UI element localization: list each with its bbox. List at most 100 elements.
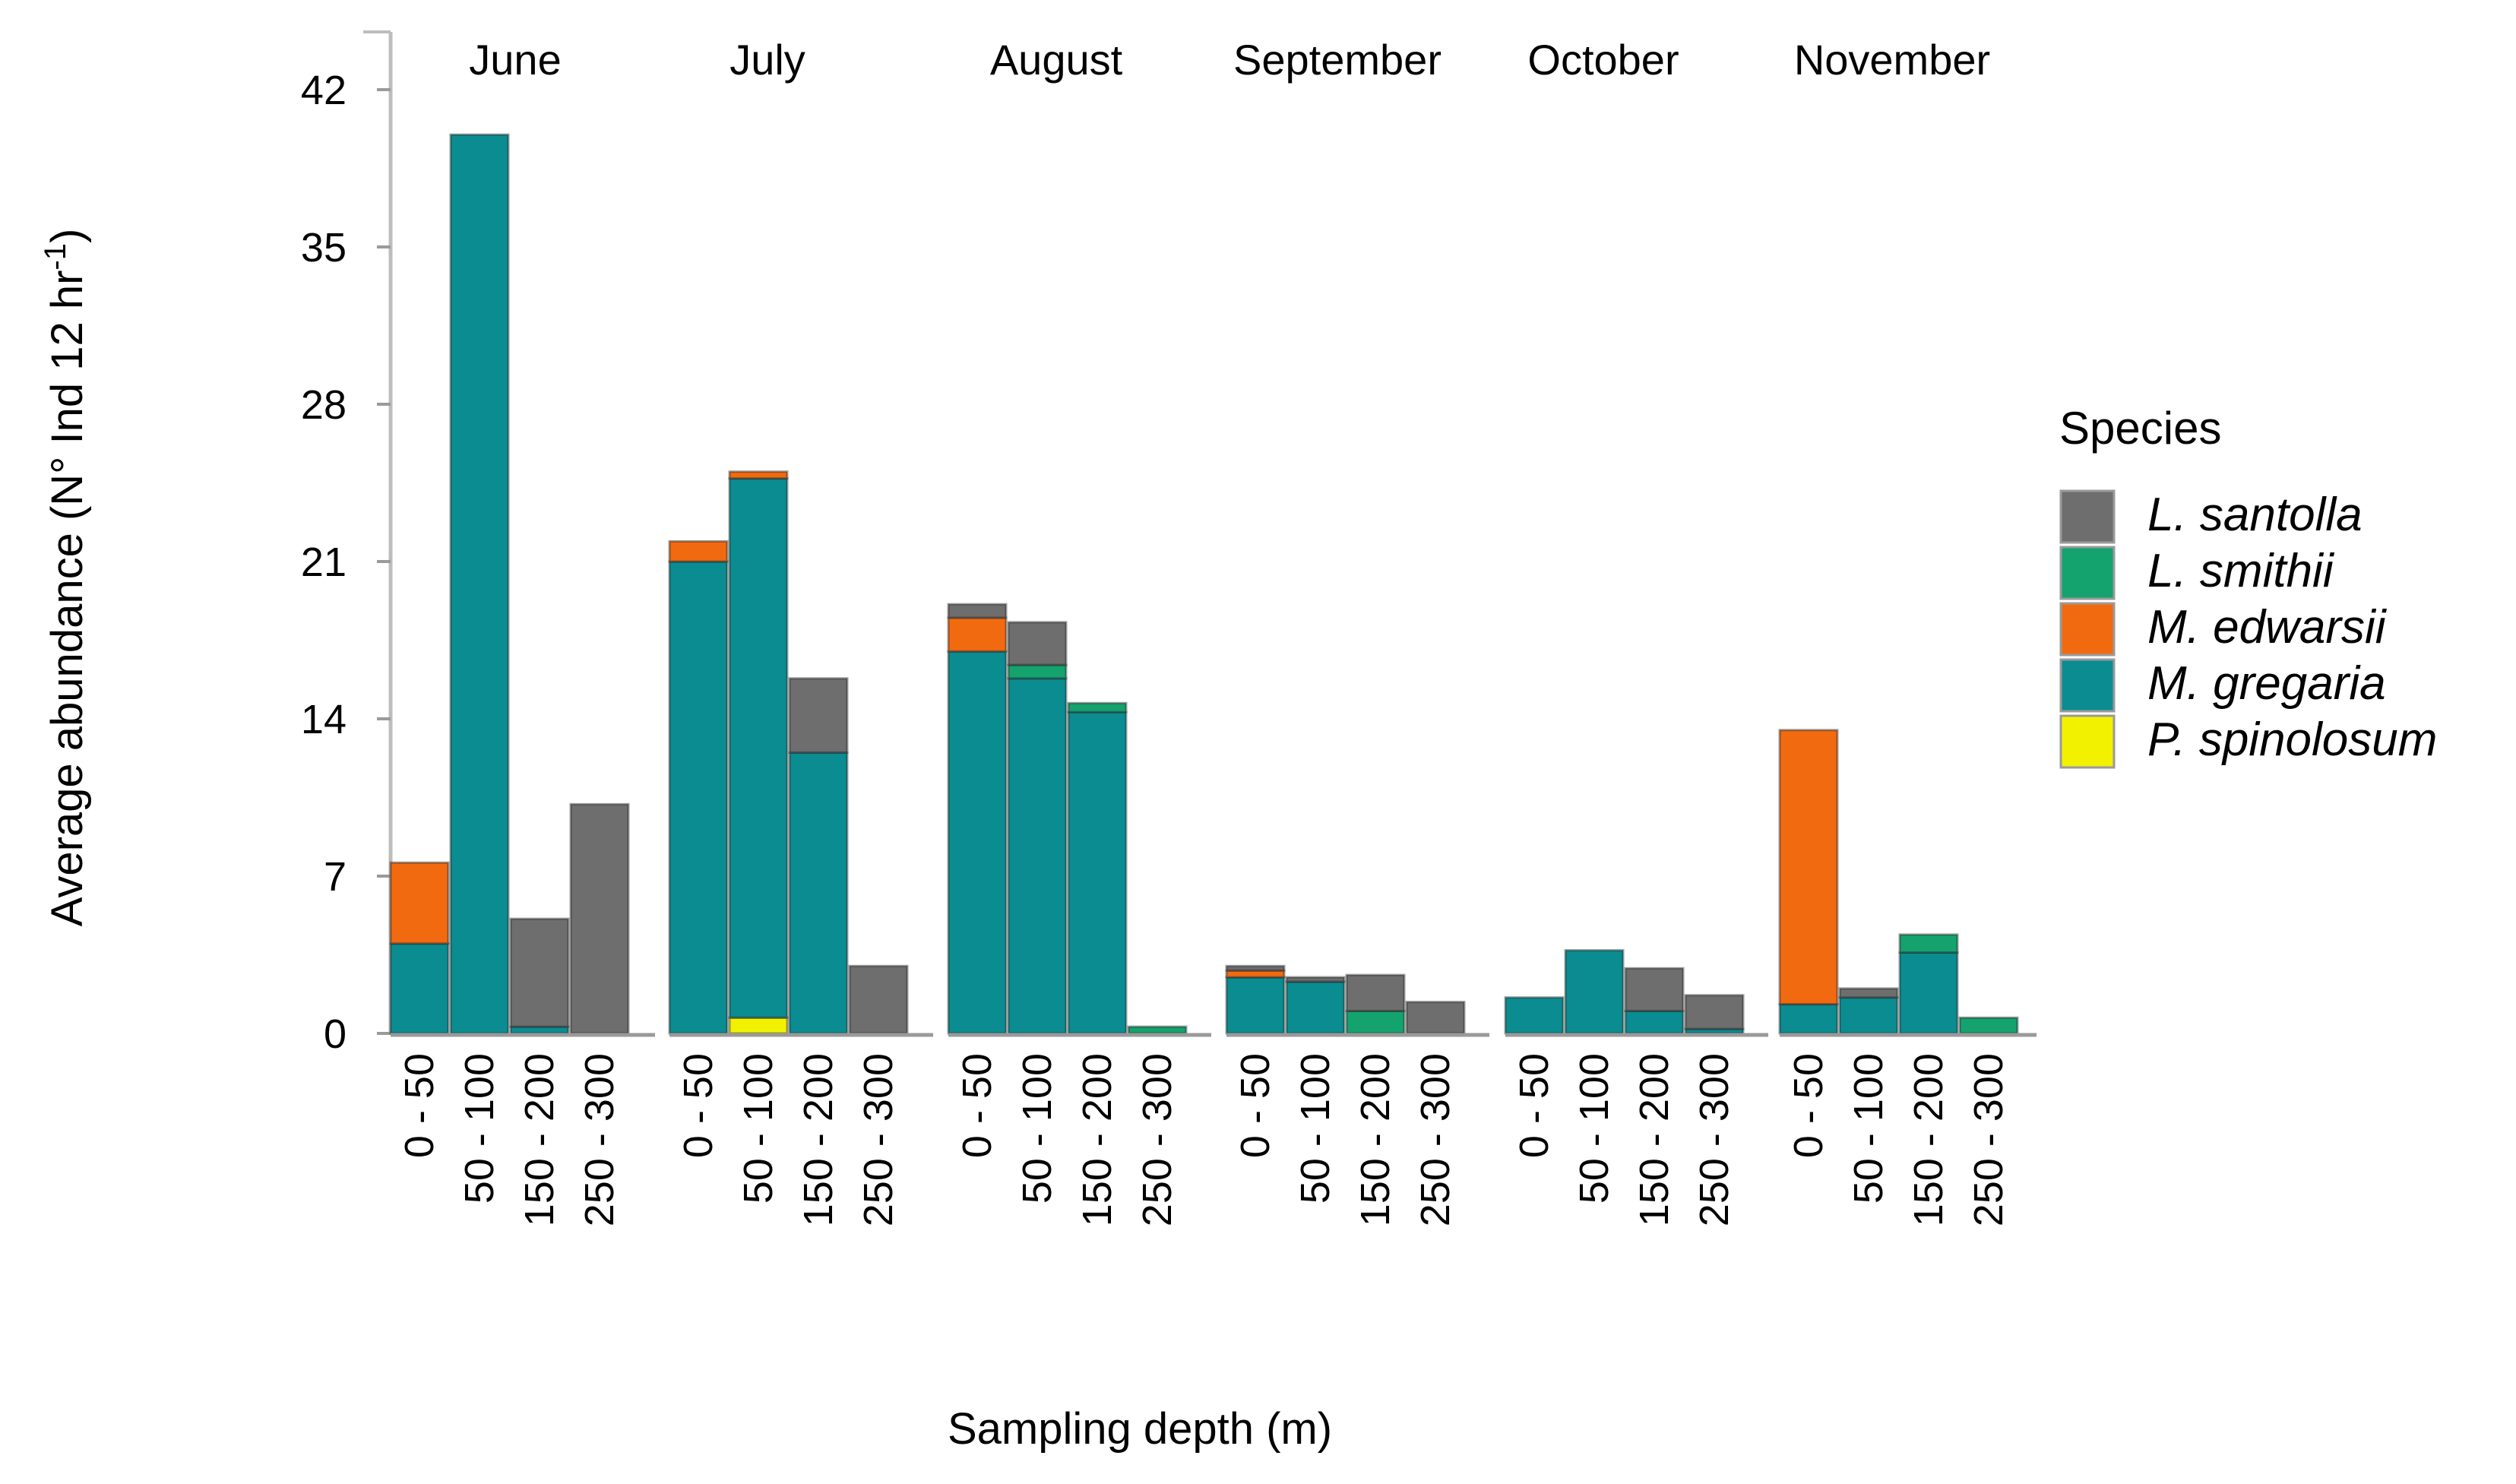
month-label-september: September <box>1233 36 1442 84</box>
bar-segment-november-3-l-smithii <box>1958 1016 2019 1035</box>
bar-segment-august-0-m-gregaria <box>947 650 1008 1035</box>
bar-segment-july-2-m-gregaria <box>788 751 849 1035</box>
legend-swatch-p-spinolosum <box>2059 714 2116 769</box>
bar-segment-august-1-l-santolla <box>1007 621 1068 666</box>
x-tick-label: 150 - 200 <box>1353 1053 1398 1226</box>
bars <box>389 133 2019 1035</box>
legend-label: P. spinolosum <box>2147 714 2437 766</box>
bar-segment-june-2-l-santolla <box>509 917 570 1028</box>
x-tick-label: 250 - 300 <box>1413 1053 1458 1226</box>
bar-segment-july-1-p-spinolosum <box>728 1016 789 1035</box>
bar-segment-november-1-m-gregaria <box>1838 996 1899 1035</box>
x-tick-label: 250 - 300 <box>856 1053 901 1226</box>
x-axis: 0 - 50 50 - 100 150 - 200 250 - 300 0 - 50 50… <box>391 1033 2037 1226</box>
month-label-august: August <box>990 36 1123 84</box>
bar-segment-august-3-l-smithii <box>1127 1025 1188 1035</box>
legend-label: M. edwarsii <box>2147 601 2388 653</box>
bar-segment-november-1-l-santolla <box>1838 987 1899 999</box>
x-tick-label: 0 - 50 <box>1511 1053 1557 1158</box>
month-label-october: October <box>1527 36 1679 84</box>
y-axis-title-superscript: -1 <box>39 243 72 271</box>
x-tick-label: 150 - 200 <box>1631 1053 1677 1226</box>
bar-segment-june-1-m-gregaria <box>449 133 510 1035</box>
bar-segment-june-0-m-gregaria <box>389 942 450 1035</box>
bar-segment-november-2-m-gregaria <box>1898 951 1959 1035</box>
legend-swatch-l-smithii <box>2059 546 2116 600</box>
y-axis: 0 7 14 21 28 35 42 <box>301 30 393 1057</box>
bar-segment-july-3-l-santolla <box>848 964 909 1035</box>
x-tick-label: 0 - 50 <box>1233 1053 1278 1158</box>
bar-segment-october-0-m-gregaria <box>1504 996 1565 1035</box>
bar-segment-september-2-l-smithii <box>1345 1009 1406 1035</box>
month-label-november: November <box>1794 36 1990 84</box>
legend-label: M. gregaria <box>2147 657 2386 710</box>
bar-segment-november-2-l-smithii <box>1898 933 1959 954</box>
x-tick-label: 150 - 200 <box>1074 1053 1120 1226</box>
bar-segment-september-3-l-santolla <box>1405 1001 1466 1035</box>
month-labels: June July August September October November <box>469 36 1990 84</box>
bar-segment-august-0-l-santolla <box>947 603 1008 619</box>
x-tick-label: 250 - 300 <box>577 1053 622 1226</box>
bar-segment-september-0-m-gregaria <box>1225 976 1286 1035</box>
bar-segment-july-0-m-edwarsii <box>668 539 729 563</box>
bar-segment-june-0-m-edwarsii <box>389 861 450 945</box>
x-tick-label: 0 - 50 <box>954 1053 1000 1158</box>
x-tick-label: 150 - 200 <box>796 1053 841 1226</box>
x-tick-label: 250 - 300 <box>1966 1053 2011 1226</box>
legend-label: L. smithii <box>2147 545 2335 597</box>
y-tick-label: 0 <box>324 1011 347 1057</box>
bar-segment-september-2-l-santolla <box>1345 973 1406 1012</box>
y-tick-label: 35 <box>301 225 347 271</box>
bar-segment-august-1-l-smithii <box>1007 663 1068 680</box>
x-tick-label: 250 - 300 <box>1692 1053 1737 1226</box>
bar-segment-august-2-m-gregaria <box>1067 710 1128 1035</box>
bar-segment-september-1-l-santolla <box>1285 976 1346 983</box>
y-tick-label: 28 <box>301 382 347 428</box>
y-axis-title-text: Average abundance (N° Ind 12 hr <box>43 271 92 927</box>
legend-title: Species <box>2059 403 2221 454</box>
bar-segment-july-2-l-santolla <box>788 677 849 754</box>
bar-segment-august-1-m-gregaria <box>1007 677 1068 1035</box>
bar-segment-october-2-m-gregaria <box>1624 1009 1685 1035</box>
bar-segment-october-3-l-santolla <box>1684 994 1745 1030</box>
bar-segment-september-1-m-gregaria <box>1285 980 1346 1035</box>
x-tick-label: 50 - 100 <box>1293 1053 1338 1204</box>
x-tick-label: 0 - 50 <box>397 1053 442 1158</box>
y-tick-label: 42 <box>301 68 347 113</box>
bar-segment-july-1-m-edwarsii <box>728 470 789 480</box>
y-axis-title: Average abundance (N° Ind 12 hr-1) <box>39 229 92 927</box>
x-axis-title: Sampling depth (m) <box>948 1404 1332 1454</box>
month-label-june: June <box>469 36 561 84</box>
legend-swatch-l-santolla <box>2059 489 2116 544</box>
x-tick-label: 250 - 300 <box>1135 1053 1180 1226</box>
bar-segment-july-1-m-gregaria <box>728 477 789 1019</box>
bar-segment-august-2-l-smithii <box>1067 701 1128 714</box>
bar-segment-september-0-l-santolla <box>1225 964 1286 972</box>
bar-segment-july-0-m-gregaria <box>668 560 729 1035</box>
bar-segment-june-3-l-santolla <box>569 802 630 1035</box>
x-tick-label: 50 - 100 <box>1846 1053 1891 1204</box>
bar-segment-october-2-l-santolla <box>1624 967 1685 1012</box>
x-tick-label: 50 - 100 <box>1014 1053 1060 1204</box>
bar-segment-november-0-m-gregaria <box>1778 1003 1839 1035</box>
legend-swatch-m-gregaria <box>2059 658 2116 713</box>
x-tick-label: 50 - 100 <box>457 1053 502 1204</box>
x-tick-label: 150 - 200 <box>1906 1053 1951 1226</box>
y-axis-title-close: ) <box>43 229 92 243</box>
y-tick-label: 14 <box>301 697 347 742</box>
month-label-july: July <box>729 36 805 84</box>
legend-swatch-m-edwarsii <box>2059 602 2116 657</box>
bar-segment-october-1-m-gregaria <box>1564 949 1625 1035</box>
x-tick-label: 50 - 100 <box>736 1053 781 1204</box>
bar-segment-november-0-m-edwarsii <box>1778 729 1839 1006</box>
x-tick-label: 150 - 200 <box>517 1053 562 1226</box>
x-tick-label: 0 - 50 <box>1786 1053 1831 1158</box>
x-tick-label: 50 - 100 <box>1571 1053 1617 1204</box>
legend-label: L. santolla <box>2147 489 2363 541</box>
bar-segment-august-0-m-edwarsii <box>947 616 1008 653</box>
y-tick-label: 7 <box>324 854 347 900</box>
y-tick-label: 21 <box>301 539 347 585</box>
x-tick-label: 0 - 50 <box>676 1053 721 1158</box>
